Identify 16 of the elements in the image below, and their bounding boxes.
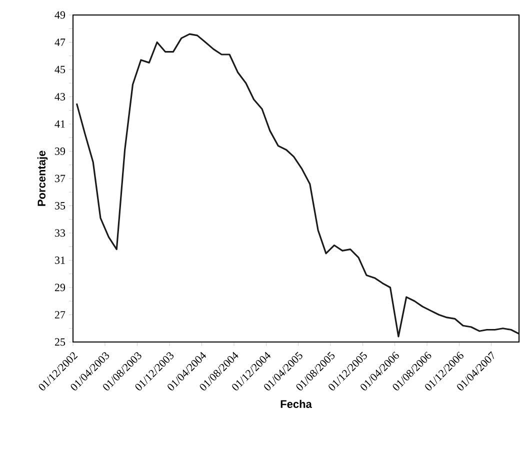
y-tick-label: 27 — [54, 311, 66, 318]
y-axis-title: Porcentaje — [37, 150, 48, 206]
y-tick-label: 49 — [54, 11, 66, 19]
x-axis-title: Fecha — [280, 400, 312, 408]
y-tick-label: 35 — [55, 202, 66, 210]
y-tick-label: 43 — [54, 93, 66, 100]
y-tick-label: 47 — [54, 38, 66, 46]
y-tick-label: 29 — [54, 284, 66, 292]
line-series — [76, 33, 520, 338]
y-tick-label: 41 — [54, 120, 65, 128]
y-tick-label: 37 — [55, 174, 66, 182]
y-tick-label: 33 — [55, 229, 66, 237]
y-tick-label: 45 — [54, 66, 66, 74]
y-tick-label: 39 — [55, 148, 66, 155]
y-tick-label: 25 — [54, 338, 66, 346]
y-tick-label: 31 — [55, 256, 65, 264]
